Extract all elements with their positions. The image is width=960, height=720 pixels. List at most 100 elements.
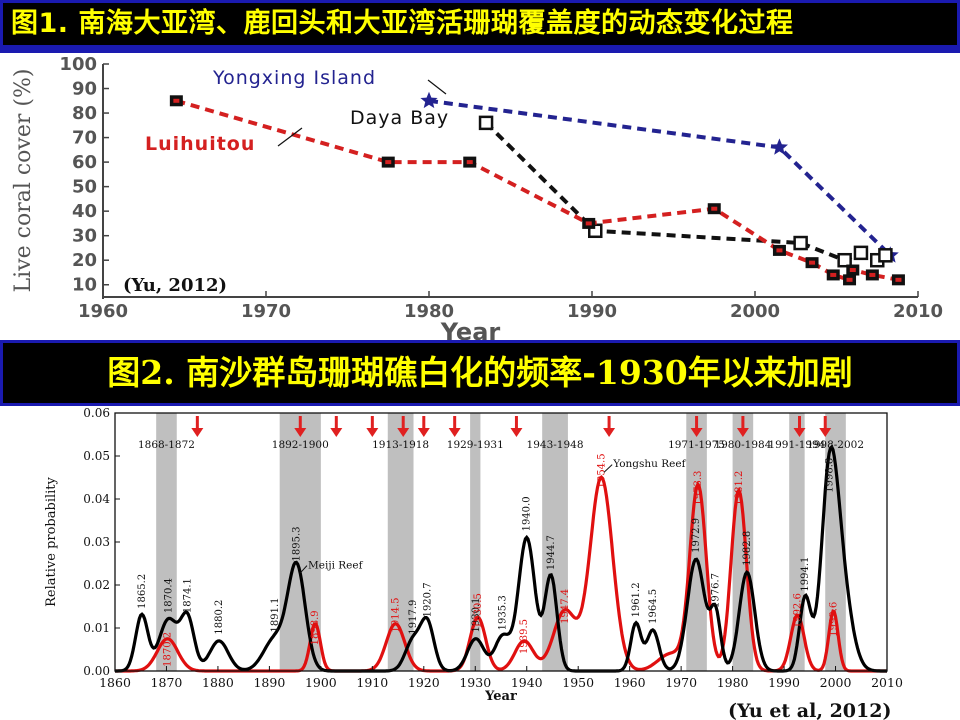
reef-label-pointer <box>603 464 613 473</box>
yongshu-peak-label: 1870.2 <box>162 632 173 667</box>
y-tick-label: 0.04 <box>83 492 110 506</box>
x-tick-label: 1860 <box>99 675 131 690</box>
x-tick-label: 2010 <box>893 301 943 322</box>
y-tick-label: 0.03 <box>83 535 110 549</box>
coral-cover-chart: 10 20 30 40 50 60 70 80 90 100 1960 1970 1980 1990 200… <box>11 54 943 345</box>
x-tick-label: 1960 <box>78 301 128 322</box>
x-tick-label: 2000 <box>730 301 780 322</box>
meiji-peak-label: 1994.1 <box>800 557 811 592</box>
bleaching-band <box>470 413 481 671</box>
bleaching-band <box>789 413 805 671</box>
y-tick-label: 40 <box>72 201 97 222</box>
y-tick-label: 20 <box>72 250 97 271</box>
band-label: 1943-1948 <box>527 439 584 451</box>
yongshu-peak-label: 1898.9 <box>310 610 321 645</box>
figure2-title-banner: 图2. 南沙群岛珊瑚礁白化的频率-1930年以来加剧 <box>0 340 960 406</box>
data-point-inner <box>173 98 180 103</box>
meiji-peak-label: 1982.8 <box>742 531 753 566</box>
data-point-inner <box>846 277 853 282</box>
y-tick-label: 100 <box>59 54 97 75</box>
band-label: 1991-1994 <box>768 439 825 451</box>
data-point-square <box>878 248 893 263</box>
data-point-inner <box>385 160 392 165</box>
event-arrow-head <box>448 428 461 437</box>
event-arrow-head <box>510 428 523 437</box>
x-tick-label: 1990 <box>567 301 617 322</box>
series-line-daya-bay <box>484 121 887 263</box>
x-tick-label: 2010 <box>871 675 903 690</box>
bleaching-band <box>387 413 414 671</box>
x-tick-label: 1880 <box>202 675 234 690</box>
yongshu-peak-label: 1939.5 <box>519 619 530 654</box>
yongshu-peak-label: 1954.5 <box>596 453 607 488</box>
x-tick-label: 1870 <box>151 675 183 690</box>
x-tick-label: 1940 <box>511 675 543 690</box>
data-point-inner <box>895 277 902 282</box>
meiji-peak-label: 1976.7 <box>711 573 722 608</box>
data-point-inner <box>849 268 856 273</box>
reef-label-yongshu: Yongshu Reef <box>612 458 686 470</box>
y-tick-label: 70 <box>72 128 97 149</box>
yongshu-peak-label: 1992.6 <box>792 593 803 628</box>
meiji-peak-label: 1935.3 <box>498 595 509 630</box>
y-tick-label: 30 <box>72 226 97 247</box>
x-tick-label: 1970 <box>665 675 697 690</box>
band-label: 1980-1984 <box>714 439 771 451</box>
bleaching-band <box>279 413 321 671</box>
data-point-square <box>793 235 808 251</box>
x-tick-label: 1910 <box>356 675 388 690</box>
x-tick-label: 1950 <box>562 675 594 690</box>
y-tick-label: 90 <box>72 79 97 100</box>
event-arrow-head <box>191 428 204 437</box>
y-tick-label: 0.01 <box>83 621 110 635</box>
series-line-yongshu-reef <box>115 474 887 673</box>
x-tick-label: 1970 <box>241 301 291 322</box>
series-label-yongxing: Yongxing Island <box>212 67 376 89</box>
plot-frame <box>114 412 888 672</box>
event-arrow-head <box>736 428 749 437</box>
series-label-daya: Daya Bay <box>350 107 449 129</box>
event-arrow-head <box>330 428 343 437</box>
meiji-peak-label: 1930.1 <box>471 597 482 632</box>
data-point-inner <box>466 160 473 165</box>
series-line-luihuitou <box>175 98 899 283</box>
figure1-title: 图1. 南海大亚湾、鹿回头和大亚湾活珊瑚覆盖度的动态变化过程 <box>11 8 794 39</box>
reef-label-meiji: Meiji Reef <box>308 560 364 572</box>
x-tick-label: 1990 <box>768 675 800 690</box>
meiji-peak-label: 1895.3 <box>292 527 303 562</box>
label-pointer <box>277 127 303 147</box>
y-tick-label: 10 <box>72 275 97 296</box>
data-point-inner <box>711 206 718 211</box>
divider <box>0 48 960 53</box>
yongshu-peak-label: 1930.5 <box>473 593 484 628</box>
bleaching-band <box>156 413 177 671</box>
meiji-peak-label: 1880.2 <box>214 600 225 635</box>
yongshu-peak-label: 1999.6 <box>828 602 839 637</box>
data-point-star <box>770 138 788 155</box>
yongshu-peak-label: 1981.2 <box>734 471 745 506</box>
series-line-meiji-reef <box>115 444 887 673</box>
x-tick-label: 1890 <box>253 675 285 690</box>
y-tick-label: 60 <box>72 152 97 173</box>
x-tick-label: 1930 <box>459 675 491 690</box>
meiji-peak-label: 1865.2 <box>137 574 148 609</box>
yongshu-peak-label: 1973.3 <box>693 471 704 506</box>
meiji-peak-label: 1998.8 <box>824 458 835 493</box>
band-label: 1998-2002 <box>807 439 864 451</box>
data-point-inner <box>776 248 783 253</box>
y-tick-label: 0.02 <box>83 578 110 592</box>
x-tick-label: 1980 <box>404 301 454 322</box>
data-point-inner <box>585 221 592 226</box>
y-axis-title: Live coral cover (%) <box>11 69 36 293</box>
x-tick-label: 1920 <box>408 675 440 690</box>
bleaching-band <box>732 413 754 671</box>
data-point-inner <box>830 272 837 277</box>
yongshu-peak-label: 1914.5 <box>390 597 401 632</box>
event-arrow-head <box>397 428 410 437</box>
y-tick-label: 50 <box>72 177 97 198</box>
band-label: 1913-1918 <box>372 439 429 451</box>
band-label: 1971-1975 <box>668 439 725 451</box>
y-tick-label: 0.05 <box>83 449 110 463</box>
x-tick-label: 1980 <box>717 675 749 690</box>
data-point-star <box>420 91 438 109</box>
